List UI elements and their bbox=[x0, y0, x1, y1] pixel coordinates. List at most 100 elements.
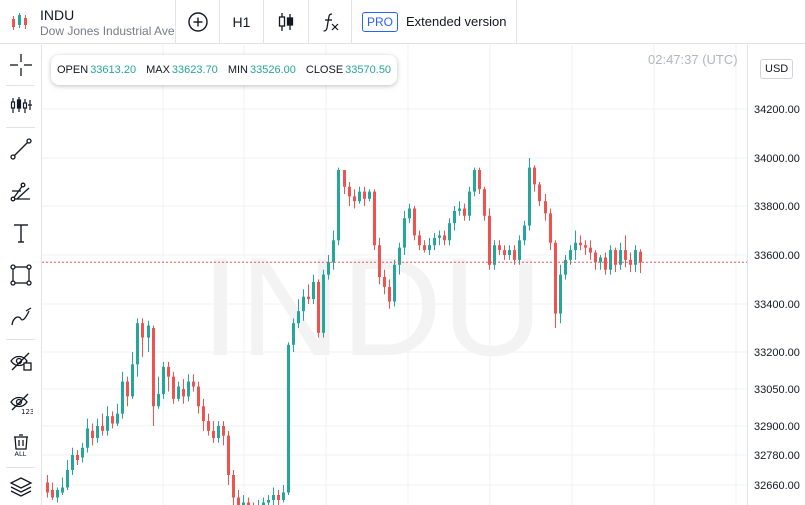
candle-body bbox=[368, 191, 371, 199]
candle-body bbox=[307, 296, 310, 300]
candles-logo-icon bbox=[0, 0, 40, 43]
candle-body bbox=[182, 389, 185, 397]
candle-body bbox=[493, 245, 496, 265]
candle-body bbox=[207, 421, 210, 431]
price-tick-label: 34200.00 bbox=[754, 104, 800, 116]
candle-body bbox=[136, 323, 139, 365]
candle-body bbox=[116, 413, 119, 424]
price-tick-label: 32900.00 bbox=[754, 421, 800, 433]
candle-body bbox=[76, 455, 79, 460]
layers-icon bbox=[9, 477, 32, 497]
candle-body bbox=[101, 426, 104, 431]
text-tool-icon bbox=[13, 224, 28, 243]
candle-body bbox=[589, 247, 592, 253]
delete-all-icon: ALL bbox=[13, 434, 28, 457]
shape-tool[interactable] bbox=[0, 257, 41, 293]
candle-body bbox=[282, 492, 285, 500]
currency-button[interactable]: USD bbox=[760, 59, 794, 79]
crosshair-tool[interactable] bbox=[0, 47, 41, 83]
candle-body bbox=[453, 210, 456, 224]
candle-body bbox=[564, 259, 567, 275]
candle-body bbox=[554, 242, 557, 314]
max-label: MAX bbox=[146, 64, 170, 76]
candle-body bbox=[343, 170, 346, 187]
max-value: 33623.70 bbox=[171, 64, 218, 76]
delete-all-tool[interactable]: ALL bbox=[0, 427, 41, 463]
candle-body bbox=[162, 366, 165, 394]
price-tick-label: 33400.00 bbox=[754, 299, 800, 311]
price-chart[interactable]: INDU 34200.00 34000.00 33800.00 33600.00 3340… bbox=[42, 45, 805, 505]
symbol-ticker: INDU bbox=[40, 7, 75, 23]
candle-body bbox=[393, 264, 396, 302]
shape-tool-icon bbox=[9, 264, 32, 286]
candle-body bbox=[569, 250, 572, 260]
layers-tool[interactable] bbox=[0, 469, 41, 505]
indicators-button[interactable] bbox=[309, 0, 352, 43]
candle-body bbox=[51, 490, 54, 498]
candle-body bbox=[111, 416, 114, 424]
candle-body bbox=[242, 502, 245, 505]
hide-drawings-tool[interactable] bbox=[0, 343, 41, 379]
candle-body bbox=[348, 186, 351, 197]
candle-body bbox=[388, 286, 391, 302]
candle-body bbox=[322, 274, 325, 333]
timeframe-label: H1 bbox=[232, 13, 251, 30]
candle-body bbox=[508, 250, 511, 255]
candle-body bbox=[448, 223, 451, 241]
candle-body bbox=[106, 416, 109, 431]
symbol-search-button[interactable]: INDU Dow Jones Industrial Average bbox=[40, 0, 176, 43]
candle-body bbox=[584, 245, 587, 248]
candle-body bbox=[478, 170, 481, 190]
close-label: CLOSE bbox=[305, 64, 344, 76]
candlestick-chart[interactable]: INDU 34200.00 34000.00 33800.00 33600.00 3340… bbox=[42, 45, 805, 505]
extended-version-button[interactable]: PRO Extended version bbox=[352, 0, 518, 43]
timeframe-button[interactable]: H1 bbox=[220, 0, 264, 43]
symbol-name: Dow Jones Industrial Average bbox=[40, 24, 175, 38]
candle-body bbox=[332, 240, 335, 263]
hide-indicators-tool[interactable]: 123 bbox=[0, 385, 41, 421]
drawing-toolbar: 123 ALL bbox=[0, 45, 42, 505]
candle-body bbox=[262, 502, 265, 505]
candle-body bbox=[433, 237, 436, 246]
chart-type-button[interactable] bbox=[264, 0, 309, 43]
candle-body bbox=[327, 262, 330, 275]
close-value: 33570.50 bbox=[345, 64, 392, 76]
candle-body bbox=[619, 250, 622, 265]
candle-body bbox=[463, 208, 466, 216]
brush-tool[interactable] bbox=[0, 299, 41, 335]
candle-body bbox=[624, 250, 627, 260]
candle-body bbox=[71, 455, 74, 470]
candle-body bbox=[297, 311, 300, 324]
open-value: 33613.20 bbox=[90, 64, 137, 76]
extended-version-label: Extended version bbox=[406, 14, 507, 29]
candle-body bbox=[373, 191, 376, 246]
candle-body bbox=[167, 366, 170, 377]
min-label: MIN bbox=[227, 64, 248, 76]
candle-body bbox=[56, 490, 59, 498]
candle-body bbox=[267, 500, 270, 503]
open-label: OPEN bbox=[57, 64, 89, 76]
candle-body bbox=[222, 426, 225, 436]
candle-body bbox=[544, 201, 547, 214]
candle-body bbox=[81, 447, 84, 458]
candle-body bbox=[66, 470, 69, 488]
candle-body bbox=[634, 250, 637, 265]
candle-body bbox=[237, 497, 240, 505]
candle-body bbox=[197, 386, 200, 407]
candle-body bbox=[473, 170, 476, 192]
indicators-tool-icon bbox=[10, 97, 32, 113]
add-compare-button[interactable] bbox=[176, 0, 220, 43]
crosshair-icon bbox=[9, 54, 32, 76]
candle-body bbox=[458, 208, 461, 211]
candle-body bbox=[247, 502, 250, 505]
candle-body bbox=[468, 191, 471, 216]
fib-tool[interactable] bbox=[0, 173, 41, 209]
text-tool[interactable] bbox=[0, 215, 41, 251]
indicators-tool[interactable] bbox=[0, 87, 41, 123]
candle-body bbox=[363, 191, 366, 199]
candle-body bbox=[121, 381, 124, 414]
trend-line-tool[interactable] bbox=[0, 131, 41, 167]
candle-body bbox=[277, 495, 280, 500]
candle-body bbox=[187, 381, 190, 397]
